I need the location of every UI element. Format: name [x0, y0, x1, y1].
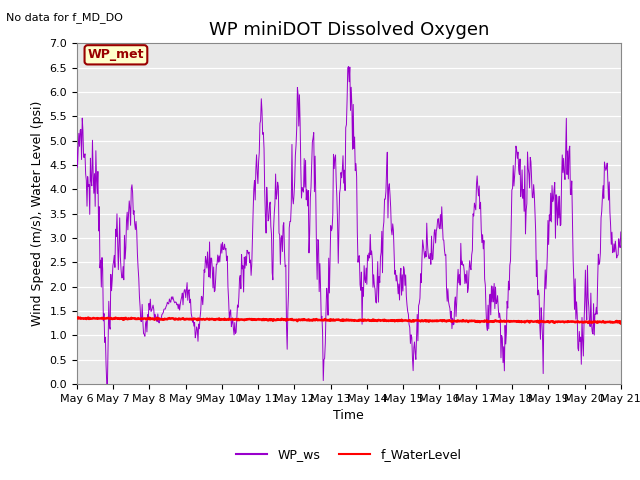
Text: WP_met: WP_met	[88, 48, 144, 61]
Text: No data for f_MD_DO: No data for f_MD_DO	[6, 12, 124, 23]
X-axis label: Time: Time	[333, 409, 364, 422]
Title: WP miniDOT Dissolved Oxygen: WP miniDOT Dissolved Oxygen	[209, 21, 489, 39]
Legend: WP_ws, f_WaterLevel: WP_ws, f_WaterLevel	[231, 444, 467, 467]
Y-axis label: Wind Speed (m/s), Water Level (psi): Wind Speed (m/s), Water Level (psi)	[31, 101, 44, 326]
